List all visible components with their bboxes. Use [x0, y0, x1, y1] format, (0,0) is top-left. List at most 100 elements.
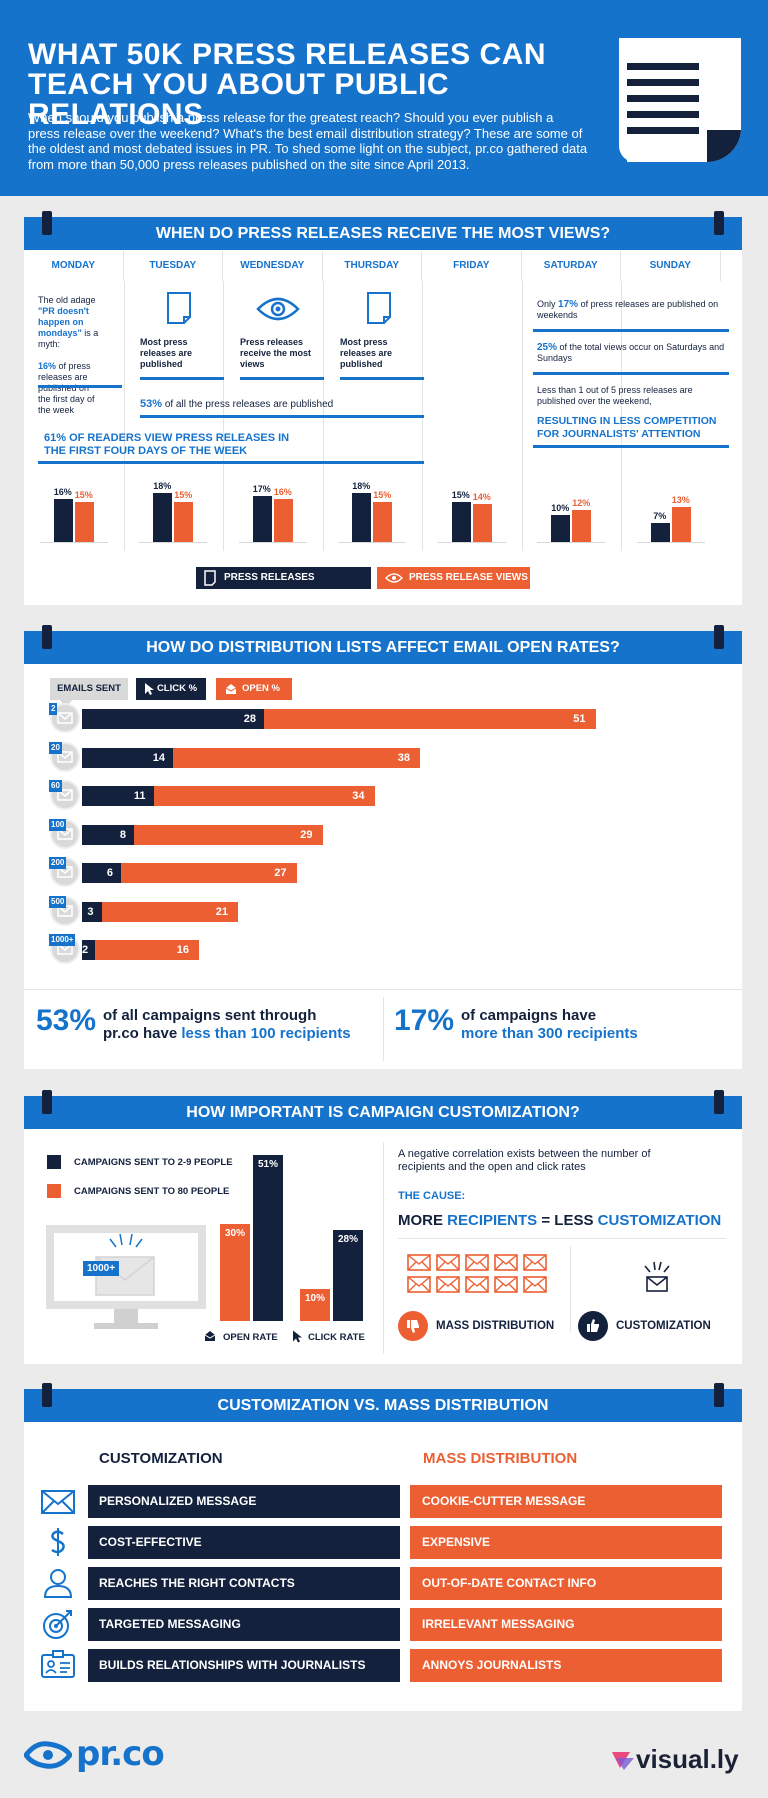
day-header: TUESDAY	[124, 251, 223, 281]
weekend-rule-1	[533, 329, 729, 332]
target-icon	[43, 1610, 72, 1639]
tab-decor-right	[714, 1383, 724, 1407]
eye-icon	[256, 297, 300, 321]
visually-logo: visual.ly	[636, 1744, 739, 1774]
thumbs-down-icon	[398, 1311, 428, 1341]
bar-80-people: 30%	[220, 1223, 250, 1321]
bar-published	[650, 523, 670, 542]
bar-published	[252, 496, 272, 542]
bar-80-people: 10%	[300, 1288, 330, 1321]
eye-icon	[385, 573, 403, 583]
stat1-pct: 53%	[36, 1004, 97, 1037]
envelope-icon	[523, 1254, 547, 1271]
open-envelope-icon	[225, 684, 237, 694]
bar-views	[572, 509, 592, 542]
bar-click: 6	[82, 863, 121, 883]
bar-views	[671, 506, 691, 542]
cursor-icon	[145, 683, 154, 695]
cause-label: THE CAUSE:	[398, 1190, 466, 1202]
mass-row: OUT-OF-DATE CONTACT INFO	[410, 1567, 722, 1600]
emails-sent-label: 100	[49, 818, 67, 831]
customization-row: PERSONALIZED MESSAGE	[88, 1485, 400, 1518]
open-rate-label: OPEN RATE	[223, 1332, 278, 1343]
wednesday-note: Press releases receive the most views	[240, 337, 312, 369]
bar-published	[352, 493, 372, 542]
thursday-note: Most press releases are published	[340, 337, 393, 369]
dollar-icon	[51, 1528, 65, 1556]
document-icon	[367, 292, 391, 324]
bar-published	[451, 501, 471, 542]
section4-title: CUSTOMIZATION VS. MASS DISTRIBUTION	[24, 1389, 742, 1422]
bar-baseline	[139, 542, 208, 543]
legend-published-label: PRESS RELEASES PUBLISHED	[224, 572, 315, 605]
tab-decor-left	[42, 1383, 52, 1407]
legend-published: PRESS RELEASES PUBLISHED	[196, 567, 371, 605]
thumbs-up-icon	[578, 1311, 608, 1341]
day-header: THURSDAY	[323, 251, 422, 281]
emails-sent-label: 200	[49, 857, 67, 869]
mass-distribution-heading: MASS DISTRIBUTION	[423, 1450, 578, 1467]
tab-decor-right	[714, 1090, 724, 1114]
envelope-icon	[523, 1276, 547, 1293]
customization-heading: CUSTOMIZATION	[99, 1450, 223, 1467]
pr-co-logo: pr.co	[76, 1734, 165, 1774]
pct53-rule	[140, 415, 424, 418]
envelope-icon	[407, 1254, 431, 1271]
legend-views: PRESS RELEASE VIEWS	[377, 567, 530, 589]
emails-sent-label: 1000+	[49, 934, 76, 946]
document-icon	[204, 570, 216, 586]
emails-sent-label: 60	[49, 780, 62, 792]
divider	[398, 1238, 726, 1239]
document-icon	[167, 292, 191, 324]
divider	[383, 1142, 384, 1354]
customization-row: COST-EFFECTIVE	[88, 1526, 400, 1559]
bar-views	[373, 501, 393, 542]
intro-text: When should you publish a press release …	[28, 110, 588, 172]
views-panel: WHEN DO PRESS RELEASES RECEIVE THE MOST …	[24, 211, 742, 605]
header: WHAT 50K PRESS RELEASES CAN TEACH YOU ABO…	[0, 0, 768, 196]
cause-equation: MORE RECIPIENTS = LESS CUSTOMIZATION	[398, 1212, 722, 1229]
email-panel: HOW DO DISTRIBUTION LISTS AFFECT EMAIL O…	[24, 625, 742, 1069]
pct53-note: 53% of all the press releases are publis…	[140, 398, 334, 411]
column-divider	[621, 281, 622, 551]
bar-views-label: 15%	[373, 489, 392, 500]
readers-61-note: 61% OF READERS VIEW PRESS RELEASES IN TH…	[44, 432, 290, 457]
tab-decor-right	[714, 625, 724, 649]
bar-open: 38	[173, 747, 420, 768]
day-header: SUNDAY	[621, 251, 721, 281]
day-header: FRIDAY	[422, 251, 522, 281]
bar-views-label: 16%	[273, 486, 292, 497]
legend-swatch-orange	[47, 1184, 61, 1198]
id-card-icon	[41, 1650, 75, 1678]
readers-rule	[38, 461, 424, 464]
bar-open: 51	[264, 709, 596, 729]
bar-baseline	[238, 542, 307, 543]
tuesday-note: Most press releases are published	[140, 337, 193, 369]
bar-published	[53, 498, 73, 542]
bar-views	[472, 504, 492, 542]
bar-open: 16	[95, 940, 199, 960]
click-rate-label: CLICK RATE	[308, 1332, 365, 1343]
bar-published-label: 16%	[53, 486, 72, 497]
legend-80: CAMPAIGNS SENT TO 80 PEOPLE	[74, 1186, 230, 1197]
open-envelope-icon	[204, 1331, 216, 1341]
envelope-icon	[465, 1254, 489, 1271]
section1-title: WHEN DO PRESS RELEASES RECEIVE THE MOST …	[24, 217, 742, 250]
mass-row: ANNOYS JOURNALISTS	[410, 1649, 722, 1682]
bar-2-9-people: 51%	[253, 1155, 283, 1321]
envelope-icon	[436, 1276, 460, 1293]
stat2-pct: 17%	[394, 1004, 455, 1037]
bar-published-label: 17%	[252, 484, 271, 495]
envelope-icon	[644, 1261, 670, 1292]
bar-open: 21	[101, 901, 238, 922]
section3-title: HOW IMPORTANT IS CAMPAIGN CUSTOMIZATION?	[24, 1096, 742, 1129]
envelope-icon	[41, 1490, 75, 1514]
tab-decor-left	[42, 625, 52, 649]
legend-click: CLICK %	[136, 678, 206, 700]
comparison-panel: CUSTOMIZATION VS. MASS DISTRIBUTION CUST…	[24, 1383, 742, 1711]
mass-row: IRRELEVANT MESSAGING	[410, 1608, 722, 1641]
day-header: WEDNESDAY	[223, 251, 323, 281]
bar-click: 2	[82, 940, 95, 960]
negative-correlation-text: A negative correlation exists between th…	[398, 1148, 651, 1173]
weekend-note-1: Only 17% of press releases are published…	[537, 299, 719, 320]
